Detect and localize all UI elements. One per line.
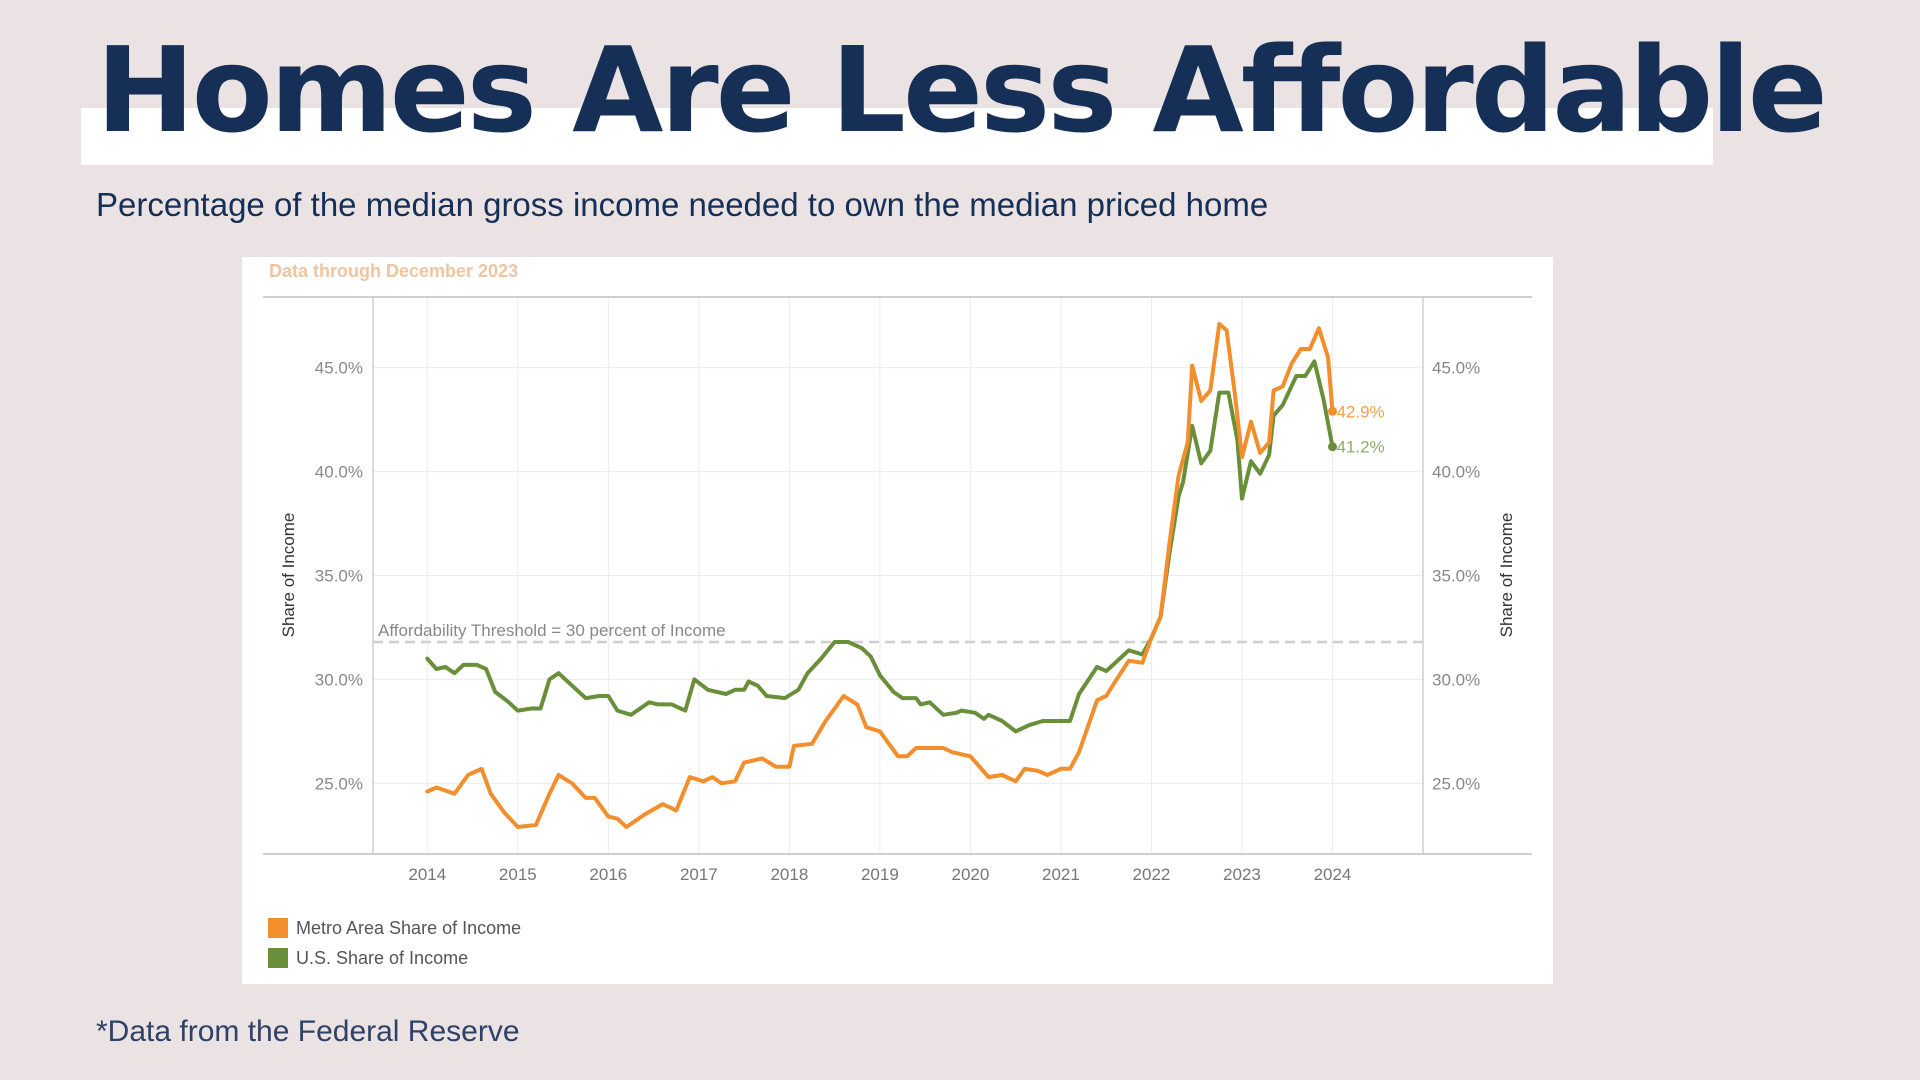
x-tick-label: 2017 [680,865,718,884]
end-point-metro [1327,406,1337,416]
series-line-us [425,359,1335,734]
y-tick-label-left: 35.0% [315,567,363,586]
legend-label-metro: Metro Area Share of Income [296,918,521,938]
x-tick-label: 2015 [499,865,537,884]
end-label-metro: 42.9% [1336,402,1384,421]
x-tick-label: 2023 [1223,865,1261,884]
y-tick-label-left: 25.0% [315,774,363,793]
affordability-line-chart: Data through December 2023 2014 2015 2016 2… [263,261,1532,968]
data-through-note: Data through December 2023 [269,261,518,281]
end-point-us [1327,442,1337,452]
y-tick-label-right: 45.0% [1432,359,1480,378]
threshold-label: Affordability Threshold = 30 percent of … [378,621,726,640]
y-tick-label-right: 40.0% [1432,463,1480,482]
x-tick-label: 2018 [770,865,808,884]
x-tick-label: 2019 [861,865,899,884]
page-subtitle: Percentage of the median gross income ne… [96,186,1269,223]
x-tick-label: 2014 [408,865,446,884]
series-line-metro [425,322,1335,829]
y-tick-label-right: 35.0% [1432,567,1480,586]
x-tick-label: 2024 [1314,865,1352,884]
page-title: Homes Are Less Affordable [96,21,1828,159]
y-tick-label-right: 25.0% [1432,774,1480,793]
x-tick-label: 2021 [1042,865,1080,884]
x-tick-label: 2016 [589,865,627,884]
end-label-us: 41.2% [1336,438,1384,457]
legend-swatch-metro [268,918,288,938]
x-tick-label: 2020 [951,865,989,884]
y-tick-label-right: 30.0% [1432,670,1480,689]
y-axis-title-left: Share of Income [279,513,298,638]
y-tick-label-left: 45.0% [315,359,363,378]
legend-label-us: U.S. Share of Income [296,948,468,968]
legend-swatch-us [268,948,288,968]
y-tick-label-left: 30.0% [315,670,363,689]
y-tick-label-left: 40.0% [315,463,363,482]
y-axis-title-right: Share of Income [1497,513,1516,638]
source-footnote: *Data from the Federal Reserve [96,1015,520,1048]
chart-panel: Data through December 2023 2014 2015 2016 2… [242,257,1553,984]
x-tick-label: 2022 [1133,865,1171,884]
title-highlight-band [81,108,1713,165]
